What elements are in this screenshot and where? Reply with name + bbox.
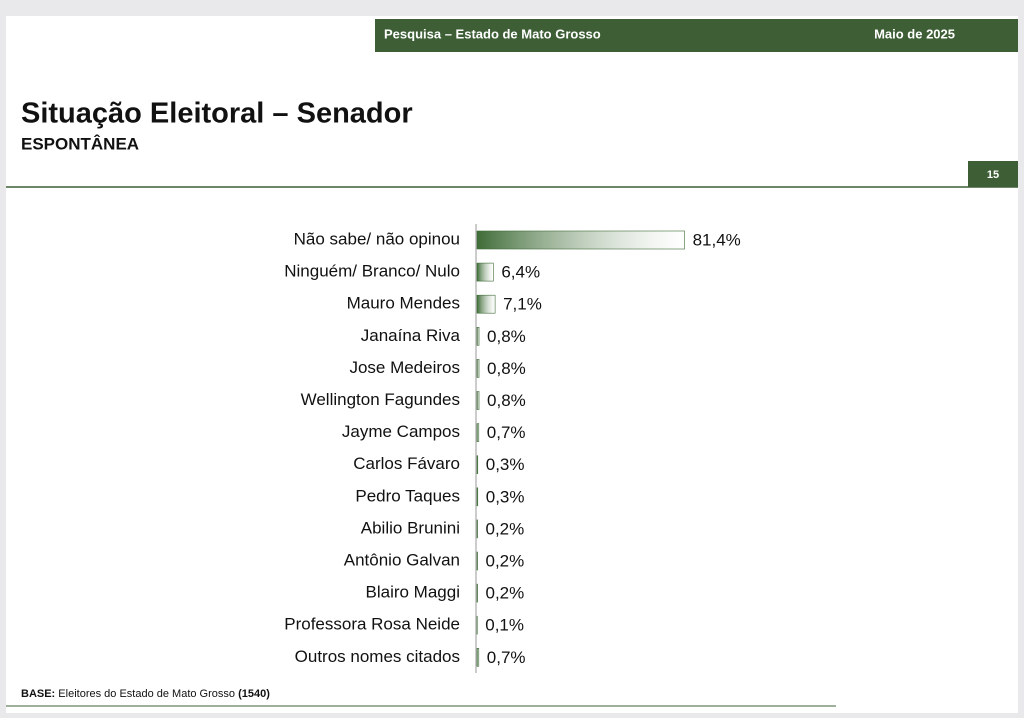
category-label: Janaína Riva <box>361 326 461 345</box>
chart-title: Situação Eleitoral – Senador <box>21 98 413 130</box>
bar <box>477 231 685 249</box>
value-label: 81,4% <box>693 230 741 249</box>
bar <box>477 263 493 281</box>
bar <box>477 648 479 666</box>
value-label: 0,3% <box>486 487 525 506</box>
category-label: Jose Medeiros <box>349 358 460 377</box>
value-label: 7,1% <box>503 295 542 314</box>
chart-subtitle: ESPONTÂNEA <box>21 134 139 153</box>
value-label: 0,2% <box>486 551 525 570</box>
footnote: BASE: Eleitores do Estado de Mato Grosso… <box>21 688 270 700</box>
footnote-label: BASE: <box>21 688 55 700</box>
bar <box>477 488 478 506</box>
header-date: Maio de 2025 <box>874 26 955 41</box>
bar <box>477 584 478 602</box>
bar <box>477 359 479 377</box>
bar <box>477 327 479 345</box>
category-label: Pedro Taques <box>355 486 460 505</box>
bar <box>477 520 478 538</box>
value-label: 0,3% <box>486 455 525 474</box>
footnote-text: Eleitores do Estado de Mato Grosso <box>58 688 235 700</box>
category-label: Ninguém/ Branco/ Nulo <box>284 262 460 281</box>
category-label: Mauro Mendes <box>347 294 460 313</box>
value-label: 0,7% <box>487 648 526 667</box>
category-label: Antônio Galvan <box>344 550 460 569</box>
bar <box>477 392 479 410</box>
value-label: 0,1% <box>485 616 524 635</box>
category-label: Não sabe/ não opinou <box>294 229 460 248</box>
value-label: 0,8% <box>487 327 526 346</box>
value-label: 0,7% <box>487 423 526 442</box>
category-label: Outros nomes citados <box>295 647 460 666</box>
category-label: Blairo Maggi <box>366 583 461 602</box>
value-label: 0,8% <box>487 391 526 410</box>
category-label: Abilio Brunini <box>361 518 460 537</box>
page-number: 15 <box>987 169 999 181</box>
value-label: 0,8% <box>487 359 526 378</box>
category-label: Carlos Fávaro <box>353 454 460 473</box>
category-label: Professora Rosa Neide <box>284 615 460 634</box>
category-label: Jayme Campos <box>342 422 460 441</box>
value-label: 0,2% <box>486 519 525 538</box>
value-label: 0,2% <box>486 584 525 603</box>
category-label: Wellington Fagundes <box>301 390 460 409</box>
bar <box>477 456 478 474</box>
bar <box>477 552 478 570</box>
footnote-count: (1540) <box>238 688 270 700</box>
bar <box>477 295 495 313</box>
bar <box>477 424 479 442</box>
header-survey: Pesquisa – Estado de Mato Grosso <box>384 26 601 41</box>
value-label: 6,4% <box>501 263 540 282</box>
